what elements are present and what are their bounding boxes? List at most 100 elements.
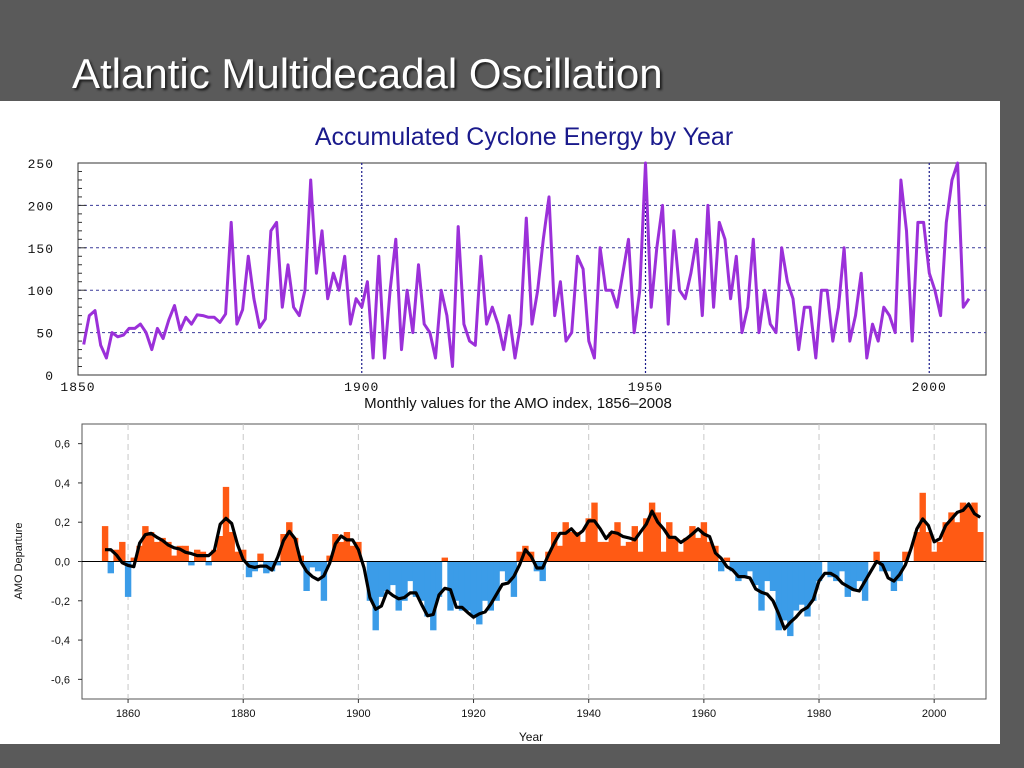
amo-positive-bar (666, 522, 673, 562)
amo-negative-bar (884, 561, 892, 572)
amo-positive-bar (286, 522, 293, 562)
amo-negative-bar (205, 561, 212, 566)
amo-x-tick-label: 1960 (692, 708, 716, 720)
amo-negative-bar (792, 561, 800, 611)
amo-negative-bar (430, 561, 437, 631)
slide-title: Atlantic Multidecadal Oscillation (72, 50, 663, 97)
amo-negative-bar (787, 561, 794, 637)
amo-negative-bar (384, 561, 391, 591)
ace-y-tick-label: 0 (45, 369, 54, 384)
amo-positive-bar (919, 492, 926, 562)
amo-positive-bar (176, 545, 184, 562)
amo-negative-bar (124, 561, 132, 597)
amo-y-tick-label: -0,4 (51, 635, 70, 647)
amo-smoothed-line (105, 502, 982, 631)
amo-negative-bar (470, 561, 477, 617)
amo-positive-bar (954, 522, 961, 562)
amo-negative-bar (838, 561, 846, 572)
amo-negative-bar (741, 561, 748, 578)
amo-positive-bar (931, 551, 938, 562)
amo-negative-bar (476, 561, 483, 625)
amo-positive-bar (591, 502, 598, 562)
ace-y-tick-label: 250 (28, 157, 54, 172)
amo-positive-bar (579, 541, 587, 562)
amo-positive-bar (142, 526, 149, 562)
amo-positive-bar (948, 512, 955, 562)
amo-negative-bar (418, 561, 425, 601)
amo-positive-bar (574, 532, 581, 562)
amo-negative-bar (504, 561, 512, 582)
charts-svg: Accumulated Cyclone Energy by Year 0 50 10… (13, 123, 987, 744)
amo-positive-bar (936, 541, 944, 562)
amo-positive-bar (556, 545, 564, 562)
amo-negative-bar (188, 561, 195, 566)
amo-negative-bar (424, 561, 431, 617)
amo-negative-bar (464, 561, 471, 611)
amo-negative-bar (752, 561, 759, 586)
amo-negative-bar (844, 561, 851, 597)
amo-negative-bar (856, 561, 863, 582)
amo-negative-bar (314, 561, 322, 572)
ace-plot-frame (77, 162, 987, 376)
amo-positive-bar (136, 545, 143, 562)
amo-positive-bar (706, 541, 713, 562)
ace-x-tick-label: 1950 (628, 380, 663, 395)
amo-y-tick-label: 0,4 (55, 478, 70, 490)
amo-negative-bar (493, 561, 500, 601)
amo-positive-bar (222, 486, 230, 562)
amo-negative-bar (389, 561, 397, 586)
amo-y-tick-label: 0,6 (55, 439, 70, 451)
amo-positive-bar (291, 537, 299, 562)
amo-negative-bar (378, 561, 385, 597)
amo-positive-bar (228, 532, 235, 562)
amo-x-tick-label: 1900 (346, 708, 370, 720)
amo-positive-bar (153, 541, 161, 562)
amo-positive-bar (689, 526, 696, 562)
amo-positive-bar (159, 537, 166, 562)
amo-negative-bar (107, 561, 114, 574)
amo-negative-bar (510, 561, 518, 597)
amo-positive-bar (170, 555, 178, 562)
amo-negative-bar (804, 561, 811, 617)
amo-positive-bar (217, 536, 224, 562)
amo-positive-bar (965, 506, 972, 562)
amo-positive-bar (700, 522, 708, 562)
amo-positive-bar (614, 522, 621, 562)
amo-negative-bar (735, 561, 742, 582)
amo-positive-bar (959, 502, 967, 562)
amo-positive-bar (637, 551, 644, 562)
amo-x-tick-label: 1920 (461, 708, 485, 720)
ace-y-tick-label: 100 (28, 284, 54, 299)
amo-positive-bar (902, 551, 909, 562)
amo-negative-bar (746, 561, 754, 572)
amo-x-tick-label: 2000 (922, 708, 946, 720)
amo-positive-bar (441, 557, 448, 562)
amo-positive-bar (971, 502, 978, 562)
amo-negative-bar (412, 561, 420, 597)
amo-positive-bar (349, 545, 356, 562)
amo-negative-bar (815, 561, 823, 582)
amo-negative-bar (764, 561, 771, 582)
amo-negative-bar (833, 561, 840, 582)
ace-y-tick-label: 150 (28, 242, 54, 257)
amo-negative-bar (320, 561, 328, 601)
amo-positive-bar (119, 541, 126, 562)
amo-negative-bar (401, 561, 408, 601)
amo-positive-bar (234, 551, 241, 562)
ace-x-tick-label: 2000 (912, 380, 947, 395)
amo-positive-bar (568, 532, 575, 562)
amo-y-tick-label: -0,2 (51, 596, 70, 608)
amo-chart: 0,6 0,4 0,2 0,0 -0,2 -0,4 -0,6 1860 1880 1900 192… (13, 423, 987, 744)
amo-negative-bar (890, 561, 898, 591)
amo-positive-bar (631, 526, 638, 562)
amo-chart-title: Monthly values for the AMO index, 1856–2… (364, 395, 672, 412)
amo-positive-bar (977, 532, 984, 562)
amo-positive-bar (683, 537, 690, 562)
amo-negative-bar (407, 561, 414, 582)
amo-positive-bar (211, 549, 218, 562)
ace-chart-title: Accumulated Cyclone Energy by Year (315, 123, 733, 151)
amo-negative-bar (781, 561, 788, 621)
amo-positive-bar (602, 541, 610, 562)
amo-x-tick-label: 1980 (807, 708, 831, 720)
ace-chart: 0 50 100 150 200 250 1850 1900 1950 2000 (28, 157, 987, 395)
